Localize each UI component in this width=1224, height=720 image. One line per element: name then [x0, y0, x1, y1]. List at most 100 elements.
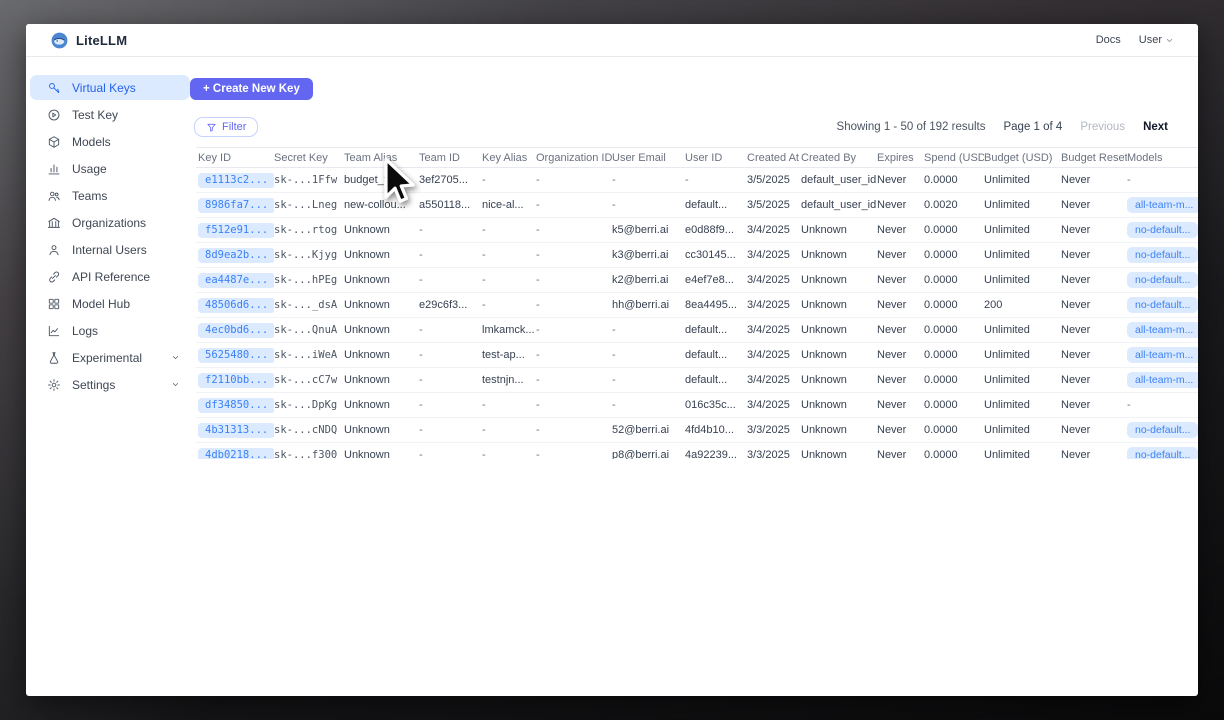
sidebar-item-experimental[interactable]: Experimental	[30, 345, 190, 370]
column-header-models: Models	[1127, 151, 1163, 164]
sidebar-item-logs[interactable]: Logs	[30, 318, 190, 343]
cell-user-email: k3@berri.ai	[612, 249, 669, 261]
cell-key-alias: testnjn...	[482, 374, 524, 386]
pagination-showing: Showing 1 - 50 of 192 results	[836, 121, 986, 133]
cell-spend-usd: 0.0000	[924, 399, 958, 411]
key-id-badge[interactable]: 5625480...	[198, 347, 274, 363]
column-header-user-id: User ID	[685, 151, 723, 164]
cell-spend-usd: 0.0000	[924, 449, 958, 459]
model-badge: all-team-m...	[1127, 322, 1198, 338]
cell-secret-key: sk-...cNDQ	[274, 424, 338, 436]
chevron-down-icon	[172, 355, 179, 359]
cell-created-at: 3/4/2025	[747, 399, 790, 411]
cell-key-alias: -	[482, 399, 486, 411]
sidebar-item-label: Test Key	[72, 107, 119, 122]
docs-link[interactable]: Docs	[1095, 34, 1121, 46]
line-chart-icon	[48, 325, 60, 336]
litellm-whale-icon	[51, 32, 68, 48]
cell-budget-usd: Unlimited	[984, 174, 1030, 186]
pagination-previous-button[interactable]: Previous	[1080, 121, 1126, 133]
sidebar-item-internal-users[interactable]: Internal Users	[30, 237, 190, 262]
cell-key-id: f512e91...	[196, 222, 274, 238]
cell-team-id: -	[419, 249, 423, 261]
sidebar-item-virtual-keys[interactable]: Virtual Keys	[30, 75, 190, 100]
key-id-badge[interactable]: e1113c2...	[198, 172, 274, 188]
sidebar-item-test-key[interactable]: Test Key	[30, 102, 190, 127]
cell-created-by: Unknown	[801, 299, 847, 311]
sidebar-item-model-hub[interactable]: Model Hub	[30, 291, 190, 316]
cell-spend-usd: 0.0000	[924, 224, 958, 236]
cell-budget-usd: 200	[984, 299, 1003, 311]
cell-key-alias: -	[482, 174, 486, 186]
cell-key-id: ea4487e...	[196, 272, 274, 288]
key-id-badge[interactable]: ea4487e...	[198, 272, 274, 288]
cell-models: no-default...	[1127, 272, 1198, 288]
cell-created-by: default_user_id	[801, 174, 877, 186]
cell-organization-id: -	[536, 249, 540, 261]
table-row: df34850... sk-...DpKg Unknown - - - - 016c35c..…	[196, 393, 1198, 418]
create-new-key-button[interactable]: + Create New Key	[190, 78, 313, 100]
cell-budget-usd: Unlimited	[984, 374, 1030, 386]
cell-organization-id: -	[536, 424, 540, 436]
pagination: Showing 1 - 50 of 192 results Page 1 of …	[837, 121, 1168, 133]
filter-button[interactable]: Filter	[194, 117, 259, 137]
cell-organization-id: -	[536, 299, 540, 311]
table-header-row: Key ID Secret Key Team Alias Team ID Key Ali…	[196, 148, 1198, 168]
cell-secret-key: sk-...DpKg	[274, 399, 338, 411]
user-icon	[49, 244, 59, 255]
funnel-icon	[207, 123, 216, 132]
sidebar-item-settings[interactable]: Settings	[30, 372, 190, 397]
key-id-badge[interactable]: f512e91...	[198, 222, 274, 238]
cell-organization-id: -	[536, 374, 540, 386]
key-id-badge[interactable]: 4db0218...	[198, 447, 274, 459]
cell-team-id: 3ef2705...	[419, 174, 468, 186]
cell-key-alias: lmkamck...	[482, 324, 535, 336]
cell-expires: Never	[877, 349, 907, 361]
sidebar-item-api-reference[interactable]: API Reference	[30, 264, 190, 289]
cell-spend-usd: 0.0000	[924, 299, 958, 311]
cell-user-id: default...	[685, 349, 728, 361]
user-menu[interactable]: User	[1139, 34, 1174, 46]
key-id-badge[interactable]: df34850...	[198, 397, 274, 413]
cell-secret-key: sk-...f300	[274, 449, 338, 459]
cell-created-at: 3/4/2025	[747, 274, 790, 286]
cell-key-id: df34850...	[196, 397, 274, 413]
key-id-badge[interactable]: 8d9ea2b...	[198, 247, 274, 263]
play-circle-icon	[48, 109, 60, 120]
key-id-badge[interactable]: 8986fa7...	[198, 197, 274, 213]
sidebar-item-teams[interactable]: Teams	[30, 183, 190, 208]
sidebar-item-usage[interactable]: Usage	[30, 156, 190, 181]
cell-created-at: 3/5/2025	[747, 174, 790, 186]
pagination-next-button[interactable]: Next	[1143, 121, 1168, 133]
cell-user-id: -	[685, 174, 689, 186]
model-badge: no-default...	[1127, 422, 1198, 438]
model-badge: all-team-m...	[1127, 197, 1198, 213]
cell-user-id: 016c35c...	[685, 399, 736, 411]
cell-user-email: -	[612, 349, 616, 361]
cell-expires: Never	[877, 399, 907, 411]
key-id-badge[interactable]: 4b31313...	[198, 422, 274, 438]
cell-models: all-team-m...	[1127, 197, 1198, 213]
cell-created-by: default_user_id	[801, 199, 877, 211]
chevron-down-icon	[172, 382, 179, 386]
cell-created-at: 3/3/2025	[747, 449, 790, 459]
table-row: e1113c2... sk-...1Ffw budget_tea... 3ef2705…	[196, 168, 1198, 193]
cell-created-by: Unknown	[801, 399, 847, 411]
sidebar-item-models[interactable]: Models	[30, 129, 190, 154]
cell-team-id: -	[419, 274, 423, 286]
cell-key-id: 48506d6...	[196, 297, 274, 313]
key-id-badge[interactable]: 48506d6...	[198, 297, 274, 313]
sidebar-item-label: Settings	[72, 377, 116, 392]
column-header-spend-usd: Spend (USD)	[924, 151, 984, 164]
key-id-badge[interactable]: f2110bb...	[198, 372, 274, 388]
cell-created-at: 3/5/2025	[747, 199, 790, 211]
filter-button-label: Filter	[222, 121, 247, 133]
sidebar-item-label: Experimental	[72, 350, 143, 365]
cell-organization-id: -	[536, 449, 540, 459]
cell-secret-key: sk-..._dsA	[274, 299, 338, 311]
sidebar-item-label: Models	[72, 134, 111, 149]
sidebar-item-organizations[interactable]: Organizations	[30, 210, 190, 235]
model-badge: no-default...	[1127, 222, 1198, 238]
cell-key-id: 8d9ea2b...	[196, 247, 274, 263]
key-id-badge[interactable]: 4ec0bd6...	[198, 322, 274, 338]
